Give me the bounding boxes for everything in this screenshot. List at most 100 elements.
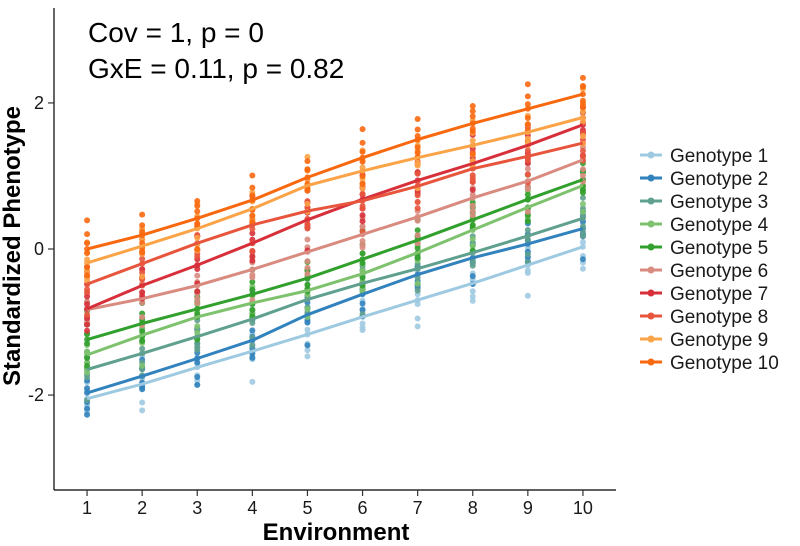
data-point: [359, 237, 366, 244]
data-point: [469, 208, 476, 215]
data-point: [84, 354, 91, 361]
legend-label: Genotype 8: [670, 307, 768, 328]
data-point: [359, 218, 366, 225]
data-point: [579, 232, 586, 239]
data-point: [249, 253, 256, 260]
data-point: [84, 217, 91, 224]
data-point: [414, 254, 421, 261]
data-point: [249, 271, 256, 278]
series-line-6: [86, 158, 584, 312]
data-point: [414, 227, 421, 234]
data-point: [84, 362, 91, 369]
legend-swatch-point: [647, 151, 655, 159]
x-tick-label: 6: [358, 498, 368, 518]
data-point: [249, 286, 256, 293]
legend-label: Genotype 9: [670, 330, 768, 351]
data-point: [414, 280, 421, 287]
data-point: [524, 191, 531, 198]
data-point: [469, 288, 476, 295]
data-point: [414, 116, 421, 123]
data-point: [579, 147, 586, 154]
data-point: [304, 270, 311, 277]
data-point: [359, 185, 366, 192]
data-point: [139, 255, 146, 262]
data-point: [139, 407, 146, 414]
x-tick-label: 3: [192, 498, 202, 518]
data-point: [249, 378, 256, 385]
data-point: [194, 197, 201, 204]
data-point: [84, 293, 91, 300]
data-point: [249, 248, 256, 255]
data-point: [139, 362, 146, 369]
data-point: [579, 239, 586, 246]
data-point: [84, 301, 91, 308]
data-point: [84, 277, 91, 284]
legend-item: Genotype 8: [640, 307, 768, 328]
data-point: [194, 329, 201, 336]
data-point: [469, 236, 476, 243]
data-point: [524, 114, 531, 121]
legend-label: Genotype 3: [670, 192, 768, 213]
y-axis-title: Standardized Phenotype: [0, 106, 26, 386]
data-point: [579, 256, 586, 263]
data-point: [249, 354, 256, 361]
legend-label: Genotype 10: [670, 353, 779, 374]
data-point: [524, 121, 531, 128]
data-point: [84, 264, 91, 271]
data-point: [194, 272, 201, 279]
data-point: [84, 231, 91, 238]
legend-swatch-point: [647, 289, 655, 297]
data-point: [359, 190, 366, 197]
plot-area: [84, 74, 586, 418]
x-tick-label: 7: [413, 498, 423, 518]
data-point: [304, 225, 311, 232]
data-point: [524, 165, 531, 172]
data-point: [304, 306, 311, 313]
data-point: [249, 212, 256, 219]
data-point: [304, 158, 311, 165]
data-point: [579, 97, 586, 104]
x-tick-label: 10: [573, 498, 593, 518]
x-axis-title: Environment: [263, 519, 410, 546]
data-point: [579, 108, 586, 115]
data-point: [579, 74, 586, 81]
data-point: [469, 212, 476, 219]
data-point: [194, 300, 201, 307]
data-point: [84, 256, 91, 263]
data-point: [304, 281, 311, 288]
data-point: [304, 326, 311, 333]
data-point: [524, 135, 531, 142]
data-point: [249, 257, 256, 264]
x-tick-label: 8: [468, 498, 478, 518]
data-point: [304, 236, 311, 243]
legend-swatch-point: [647, 174, 655, 182]
legend-label: Genotype 4: [670, 215, 769, 236]
data-point: [139, 222, 146, 229]
legend-label: Genotype 1: [670, 146, 768, 167]
data-point: [194, 220, 201, 227]
series-line-10: [86, 92, 584, 251]
series-line-8: [86, 141, 584, 286]
data-point: [84, 411, 91, 418]
series-line-9: [86, 116, 584, 265]
data-point: [304, 342, 311, 349]
data-point: [469, 125, 476, 132]
legend-item: Genotype 7: [640, 284, 768, 305]
data-point: [359, 148, 366, 155]
data-point: [194, 288, 201, 295]
legend-item: Genotype 4: [640, 215, 769, 236]
data-point: [524, 171, 531, 178]
data-point: [249, 307, 256, 314]
series-line-4: [86, 184, 584, 357]
x-tick-label: 4: [247, 498, 257, 518]
data-point: [84, 327, 91, 334]
y-tick-label: -2: [28, 385, 44, 405]
data-point: [524, 227, 531, 234]
legend-label: Genotype 2: [670, 169, 768, 190]
data-point: [579, 132, 586, 139]
legend-swatch-point: [647, 197, 655, 205]
data-point: [414, 287, 421, 294]
legend-label: Genotype 5: [670, 238, 768, 259]
series-line-1: [86, 245, 584, 401]
